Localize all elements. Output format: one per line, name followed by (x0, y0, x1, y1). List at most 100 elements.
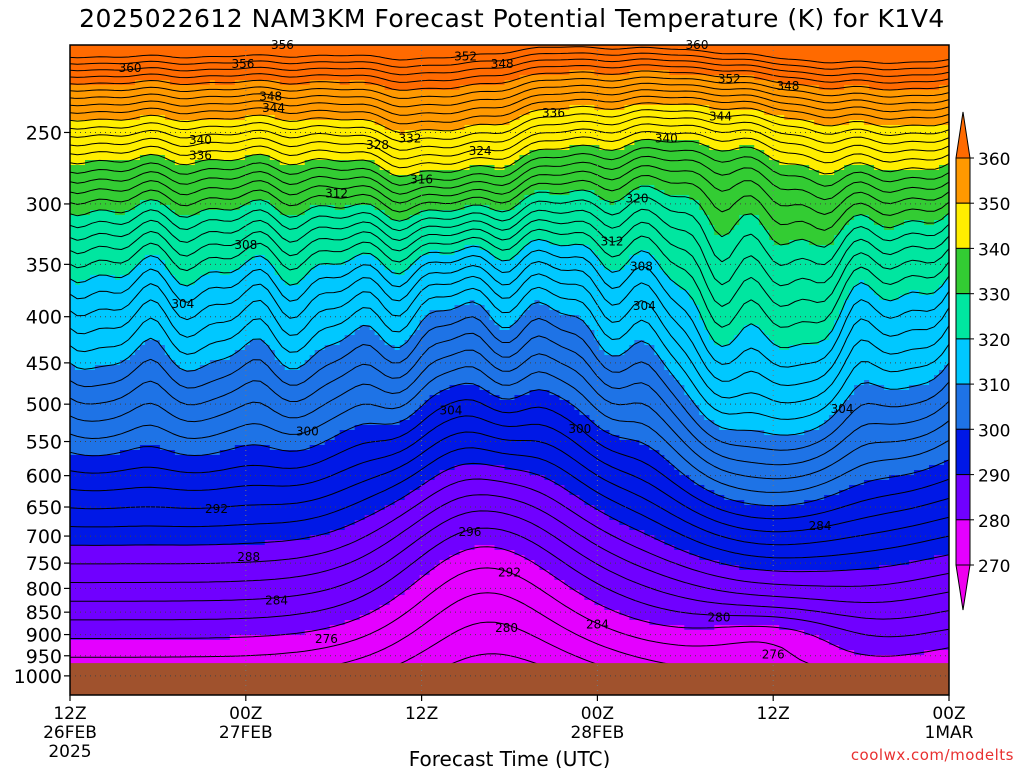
x-tick-label: 26FEB (43, 723, 97, 743)
contour-fill-cell (769, 230, 840, 236)
x-axis-label: Forecast Time (UTC) (409, 747, 611, 768)
contour-fill-cell (139, 155, 166, 161)
contour-fill-cell (164, 115, 246, 121)
y-tick-label: 700 (26, 526, 62, 548)
contour-fill-cell (334, 435, 620, 441)
contour-fill-cell (529, 240, 551, 246)
contour-fill-cell (174, 210, 201, 216)
ground-layer (70, 663, 949, 695)
contour-fill-cell (854, 215, 870, 221)
contour-fill-cell (70, 215, 391, 221)
contour-fill-cell (599, 425, 720, 431)
contour-fill-cell (684, 390, 855, 396)
contour-fill-cell (414, 260, 600, 266)
contour-fill-cell (514, 395, 561, 401)
contour-line (70, 399, 949, 520)
contour-line (70, 46, 949, 64)
contour-fill-cell (744, 500, 805, 506)
y-tick-label: 950 (26, 646, 62, 668)
contour-fill-cell (314, 350, 605, 356)
contour-fill-cell (714, 340, 730, 346)
contour-fill-cell (70, 160, 86, 166)
contour-fill-cell (599, 145, 625, 151)
contour-label: 320 (626, 192, 649, 206)
y-tick-label: 650 (26, 497, 62, 519)
contour-fill-cell (704, 210, 949, 216)
contour-fill-cell (369, 325, 421, 331)
contour-fill-cell (864, 120, 949, 126)
contour-fill-cell (304, 160, 376, 166)
contour-fill-cell (519, 155, 770, 161)
contour-fill-cell (694, 400, 845, 406)
contour-line (70, 155, 949, 201)
contour-fill-cell (604, 510, 949, 516)
contour-fill-cell (124, 210, 176, 216)
contour-line (70, 208, 949, 287)
contour-fill-cell (909, 290, 920, 296)
contour-label: 304 (633, 299, 656, 313)
contour-line (70, 366, 949, 493)
contour-fill-cell (784, 115, 949, 121)
contour-fill-cell (599, 345, 630, 351)
contour-fill-cell (254, 255, 266, 261)
contour-fill-cell (889, 475, 949, 481)
contour-fill-cell (709, 330, 740, 336)
contour-fill-cell (70, 425, 356, 431)
contour-fill-cell (414, 580, 566, 586)
contour-fill-cell (70, 440, 326, 446)
contour-fill-cell (239, 265, 276, 271)
contour-fill-cell (519, 115, 785, 121)
contour-fill-cell (839, 315, 949, 321)
contour-fill-cell (234, 80, 281, 86)
contour-fill-cell (119, 275, 176, 281)
contour-fill-cell (744, 325, 760, 331)
contour-fill-cell (619, 610, 949, 616)
contour-fill-cell (659, 450, 949, 456)
contour-label: 340 (655, 132, 678, 146)
contour-fill-cell (379, 260, 416, 266)
contour-fill-cell (524, 245, 591, 251)
contour-line (70, 510, 949, 620)
contour-fill-cell (764, 225, 845, 231)
contour-fill-cell (764, 110, 949, 116)
contour-fill-cell (509, 325, 591, 331)
contour-fill-cell (70, 535, 311, 541)
contour-fill-cell (934, 290, 949, 296)
contour-fill-cell (609, 515, 949, 521)
contour-fill-cell (754, 75, 949, 81)
contour-fill-cell (394, 595, 586, 601)
contour-fill-cell (694, 480, 865, 486)
contour-fill-cell (70, 620, 346, 626)
contour-fill-cell (394, 500, 586, 506)
contour-fill-cell (70, 655, 949, 661)
contour-fill-cell (70, 200, 141, 206)
contour-fill-cell (764, 430, 805, 436)
contour-fill-cell (939, 370, 949, 376)
contour-fill-cell (599, 340, 635, 346)
x-tick-label: 27FEB (219, 723, 273, 743)
contour-fill-cell (144, 255, 161, 261)
contour-fill-cell (70, 140, 635, 146)
contour-fill-cell (179, 365, 201, 371)
contour-fill-cell (599, 260, 630, 266)
contour-fill-cell (70, 595, 396, 601)
contour-fill-cell (804, 500, 949, 506)
contour-fill-cell (439, 390, 491, 396)
contour-fill-cell (159, 340, 251, 346)
colorbar-label: 320 (978, 331, 1010, 351)
contour-fill-cell (429, 395, 501, 401)
contour-fill-cell (404, 130, 949, 136)
y-tick-label: 350 (26, 254, 62, 276)
contour-fill-cell (70, 340, 146, 346)
contour-fill-cell (739, 565, 880, 571)
contour-fill-cell (719, 425, 820, 431)
contour-fill-cell (519, 315, 581, 321)
contour-fill-cell (824, 495, 949, 501)
contour-fill-cell (594, 330, 710, 336)
contour-fill-cell (229, 270, 276, 276)
contour-fill-cell (839, 645, 949, 651)
contour-fill-cell (739, 220, 760, 226)
contour-fill-cell (134, 80, 171, 86)
contour-label: 348 (491, 57, 514, 71)
y-tick-label: 500 (26, 394, 62, 416)
